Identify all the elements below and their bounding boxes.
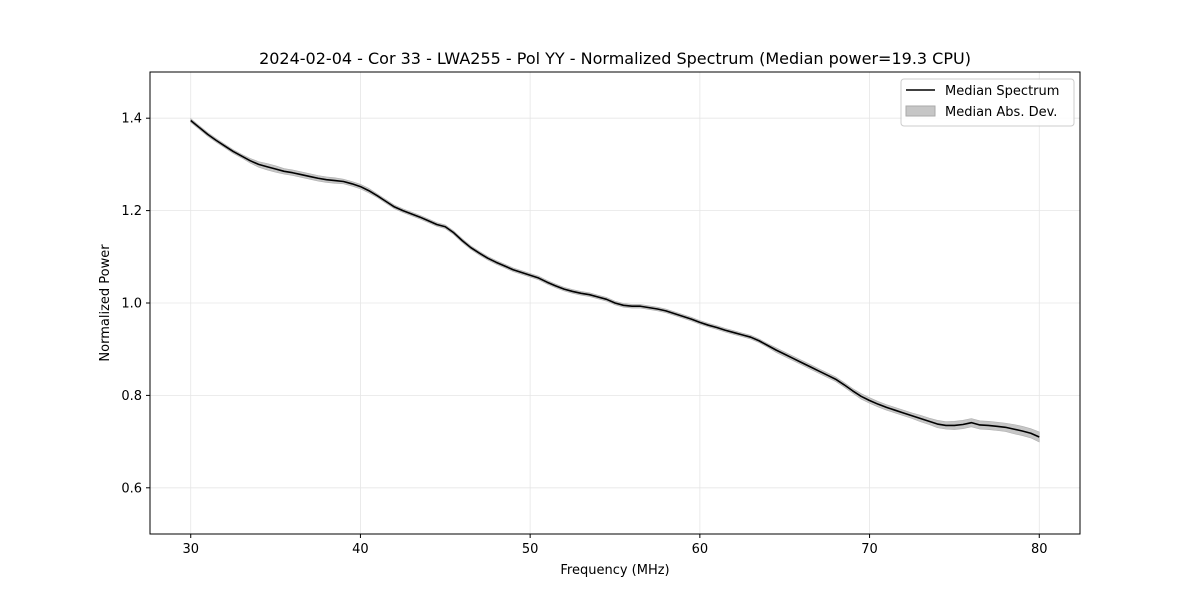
y-tick-label: 1.2: [121, 204, 142, 219]
legend-box: [900, 78, 1075, 127]
median-abs-dev-band: [190, 118, 1040, 443]
y-tick-label: 1.4: [121, 112, 142, 127]
band-layer: [190, 118, 1040, 443]
y-axis-ticks: 0.6 0.8 1.0 1.2 1.4: [121, 112, 150, 496]
legend-label-median-spectrum: Median Spectrum: [945, 84, 1059, 99]
x-tick-label: 80: [1031, 542, 1048, 557]
legend-label-median-abs-dev: Median Abs. Dev.: [945, 105, 1057, 120]
x-axis-label: Frequency (MHz): [560, 563, 669, 578]
y-axis-label: Normalized Power: [98, 244, 113, 362]
median-spectrum-line: [190, 119, 1040, 438]
x-axis-ticks: 30 40 50 60 70 80: [182, 534, 1048, 557]
x-tick-label: 70: [861, 542, 878, 557]
y-tick-label: 0.6: [121, 481, 142, 496]
legend: Median Spectrum Median Abs. Dev.: [900, 78, 1075, 127]
x-tick-label: 40: [352, 542, 369, 557]
legend-band-swatch: [905, 105, 936, 117]
x-tick-label: 50: [522, 542, 539, 557]
x-tick-label: 60: [692, 542, 709, 557]
y-tick-label: 0.8: [121, 389, 142, 404]
y-tick-label: 1.0: [121, 297, 142, 312]
x-tick-label: 30: [182, 542, 199, 557]
chart-title: 2024-02-04 - Cor 33 - LWA255 - Pol YY - …: [259, 49, 971, 68]
line-layer: [190, 119, 1040, 438]
